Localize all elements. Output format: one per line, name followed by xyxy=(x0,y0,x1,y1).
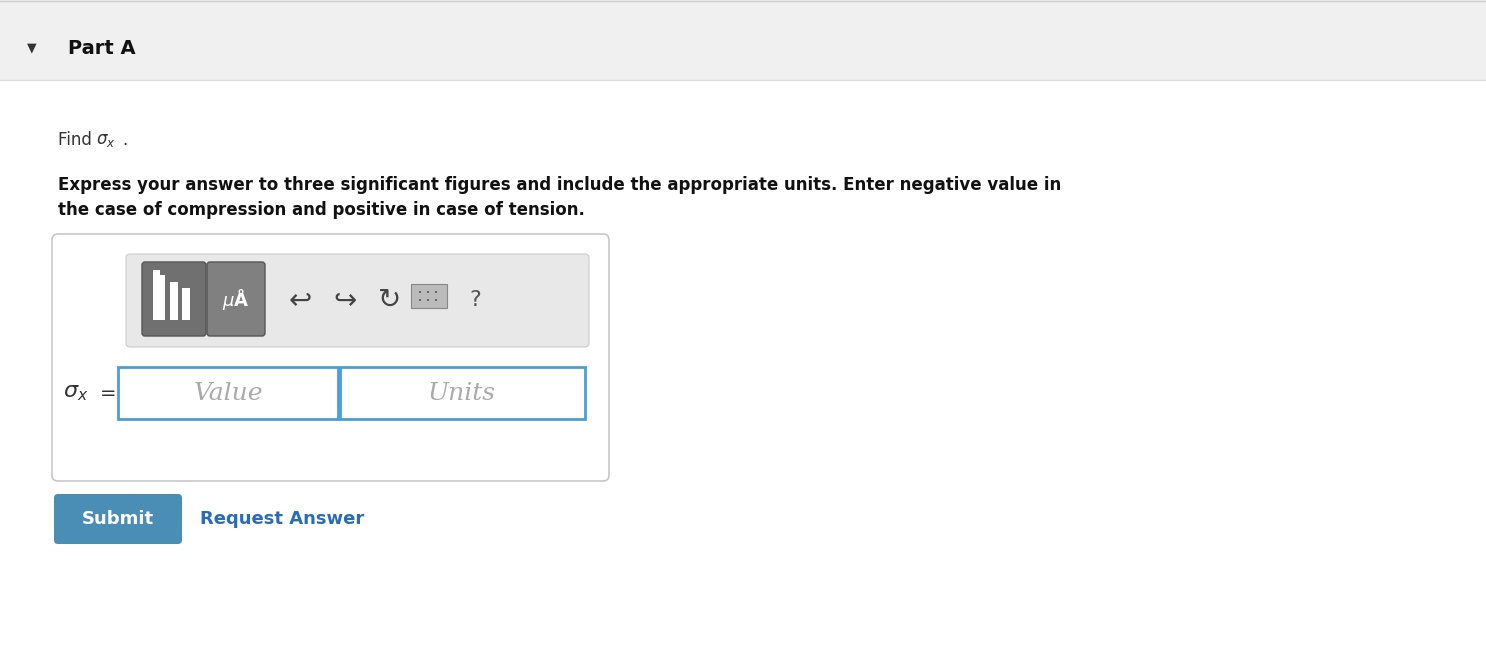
Text: $\sigma_x$: $\sigma_x$ xyxy=(64,383,89,403)
FancyBboxPatch shape xyxy=(52,234,609,481)
Text: Request Answer: Request Answer xyxy=(201,510,364,528)
Bar xyxy=(435,291,437,293)
Bar xyxy=(0,0,1486,80)
Text: Submit: Submit xyxy=(82,510,155,528)
Bar xyxy=(419,291,421,293)
Text: ↩: ↩ xyxy=(288,286,312,314)
Text: ?: ? xyxy=(470,290,481,310)
Text: ↪: ↪ xyxy=(333,286,357,314)
Bar xyxy=(419,299,421,301)
Bar xyxy=(340,367,585,419)
Text: Express your answer to three significant figures and include the appropriate uni: Express your answer to three significant… xyxy=(58,176,1061,194)
Text: Value: Value xyxy=(193,381,263,405)
FancyBboxPatch shape xyxy=(207,262,265,336)
Text: $\mu$Å: $\mu$Å xyxy=(223,288,250,313)
FancyBboxPatch shape xyxy=(53,494,181,544)
Text: ↻: ↻ xyxy=(379,286,401,314)
Bar xyxy=(153,270,160,277)
Bar xyxy=(426,299,429,301)
Text: =: = xyxy=(100,383,116,402)
FancyBboxPatch shape xyxy=(143,262,207,336)
Text: Units: Units xyxy=(428,381,496,405)
FancyBboxPatch shape xyxy=(126,254,588,347)
Text: the case of compression and positive in case of tension.: the case of compression and positive in … xyxy=(58,201,585,219)
Text: .: . xyxy=(122,131,128,149)
Bar xyxy=(0,80,1486,654)
Bar xyxy=(181,288,190,320)
Bar xyxy=(426,291,429,293)
Bar xyxy=(117,367,337,419)
Text: Find: Find xyxy=(58,131,97,149)
Bar xyxy=(169,282,178,320)
Text: Part A: Part A xyxy=(68,39,135,58)
Bar xyxy=(435,299,437,301)
Text: $\sigma_x$: $\sigma_x$ xyxy=(97,131,116,149)
FancyBboxPatch shape xyxy=(412,284,447,308)
Bar xyxy=(153,275,165,320)
Text: ▼: ▼ xyxy=(27,41,37,54)
